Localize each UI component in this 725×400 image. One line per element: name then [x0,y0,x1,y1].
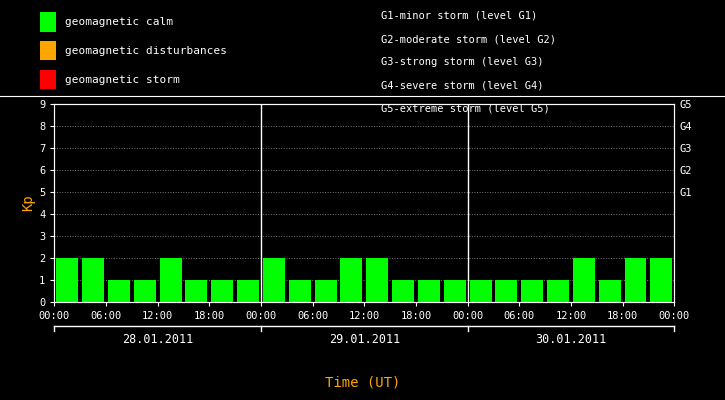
Text: G2-moderate storm (level G2): G2-moderate storm (level G2) [381,34,555,44]
Text: 28.01.2011: 28.01.2011 [122,333,194,346]
Text: geomagnetic disturbances: geomagnetic disturbances [65,46,226,56]
Bar [160,258,181,302]
Text: G4-severe storm (level G4): G4-severe storm (level G4) [381,81,543,91]
Bar [418,280,440,302]
Bar [573,258,594,302]
Text: geomagnetic storm: geomagnetic storm [65,74,179,85]
Bar [547,280,569,302]
Bar [599,280,621,302]
Bar [134,280,156,302]
Bar [289,280,311,302]
Bar [108,280,130,302]
Bar [315,280,336,302]
Bar [444,280,465,302]
Text: 30.01.2011: 30.01.2011 [535,333,607,346]
Text: G1-minor storm (level G1): G1-minor storm (level G1) [381,11,537,21]
Text: G3-strong storm (level G3): G3-strong storm (level G3) [381,58,543,68]
Bar [624,258,647,302]
Bar [82,258,104,302]
Bar [211,280,233,302]
Bar [392,280,414,302]
Bar [470,280,492,302]
Bar [57,258,78,302]
Bar [237,280,259,302]
Bar [341,258,362,302]
Bar [521,280,543,302]
Text: geomagnetic calm: geomagnetic calm [65,17,173,27]
Bar [650,258,672,302]
Bar [495,280,518,302]
Text: Time (UT): Time (UT) [325,376,400,390]
Text: G5-extreme storm (level G5): G5-extreme storm (level G5) [381,104,550,114]
Bar [263,258,285,302]
Bar [366,258,388,302]
Bar [186,280,207,302]
Y-axis label: Kp: Kp [21,195,35,211]
Text: 29.01.2011: 29.01.2011 [328,333,400,346]
